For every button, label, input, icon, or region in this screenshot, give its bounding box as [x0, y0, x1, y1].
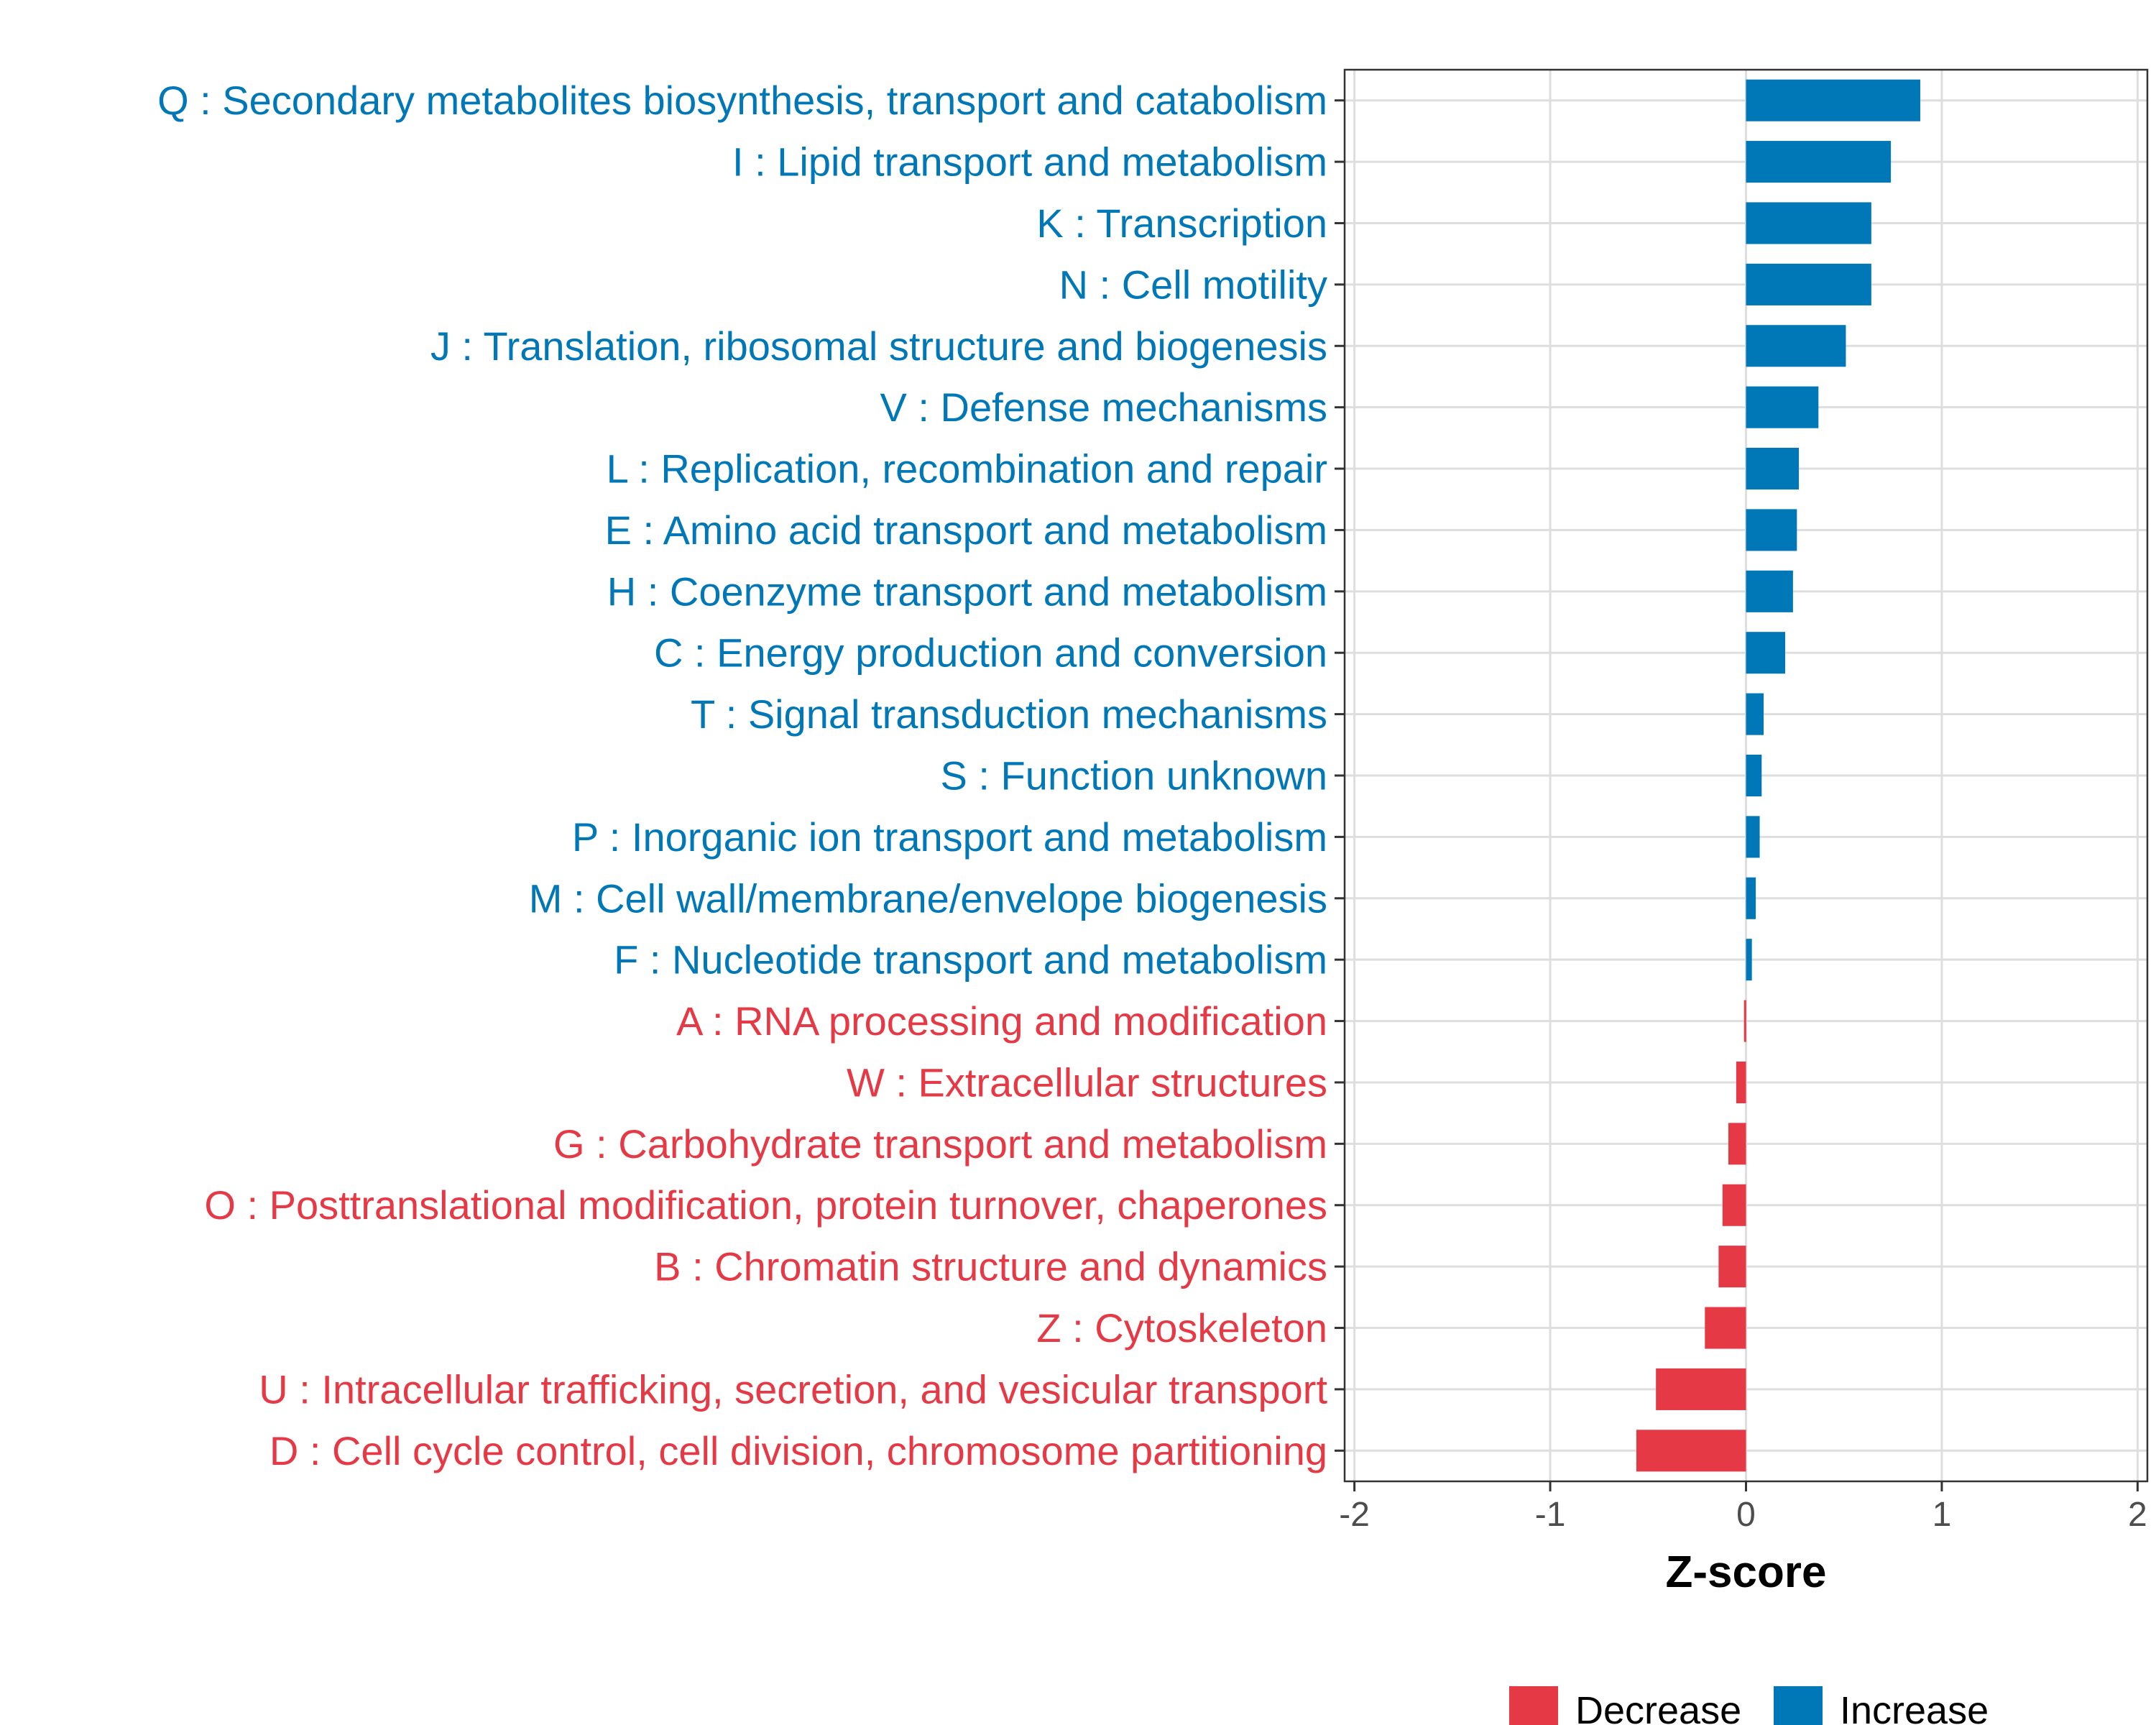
bar-increase: [1746, 141, 1892, 183]
category-label: W : Extracellular structures: [847, 1059, 1327, 1105]
bar-increase: [1746, 509, 1797, 551]
legend-label-decrease: Decrease: [1575, 1689, 1741, 1725]
category-label: S : Function unknown: [940, 753, 1327, 799]
legend-label-increase: Increase: [1840, 1689, 1989, 1725]
category-label: G : Carbohydrate transport and metabolis…: [553, 1121, 1327, 1167]
bar-increase: [1746, 816, 1760, 858]
x-axis: -2 -1 0 1 2: [1339, 1481, 2147, 1534]
legend-key-decrease: [1509, 1686, 1558, 1725]
x-tick-label: -1: [1535, 1496, 1566, 1534]
bar-decrease: [1656, 1368, 1746, 1410]
x-tick-label: 0: [1736, 1496, 1756, 1534]
bars: [1636, 79, 1920, 1472]
category-label: B : Chromatin structure and dynamics: [654, 1244, 1327, 1289]
category-label: M : Cell wall/membrane/envelope biogenes…: [529, 875, 1327, 921]
bar-increase: [1746, 386, 1819, 428]
category-label: L : Replication, recombination and repai…: [607, 446, 1327, 492]
y-axis-ticks: [1335, 99, 1345, 1452]
bar-increase: [1746, 325, 1846, 367]
category-label: P : Inorganic ion transport and metaboli…: [572, 814, 1327, 860]
bar-increase: [1746, 939, 1752, 981]
bar-increase: [1746, 263, 1871, 305]
category-label: F : Nucleotide transport and metabolism: [614, 937, 1327, 983]
bar-increase: [1746, 570, 1793, 612]
bar-decrease: [1728, 1123, 1746, 1165]
category-label: N : Cell motility: [1059, 262, 1327, 307]
category-label: A : RNA processing and modification: [676, 998, 1327, 1044]
bar-increase: [1746, 448, 1800, 490]
category-label: T : Signal transduction mechanisms: [691, 691, 1327, 737]
category-label: O : Posttranslational modification, prot…: [204, 1182, 1327, 1228]
bar-increase: [1746, 632, 1785, 674]
category-label: J : Translation, ribosomal structure and…: [430, 323, 1327, 369]
x-axis-title: Z-score: [1666, 1547, 1827, 1597]
y-axis-category-labels: Q : Secondary metabolites biosynthesis, …: [157, 78, 1327, 1473]
category-label: C : Energy production and conversion: [654, 630, 1327, 676]
x-tick-label: -2: [1339, 1496, 1370, 1534]
bar-decrease: [1705, 1307, 1746, 1349]
bar-decrease: [1718, 1246, 1746, 1288]
category-label: Q : Secondary metabolites biosynthesis, …: [157, 78, 1327, 123]
legend: Decrease Increase: [1509, 1686, 1989, 1725]
category-label: V : Defense mechanisms: [880, 385, 1327, 430]
bar-increase: [1746, 202, 1871, 244]
category-label: H : Coenzyme transport and metabolism: [607, 569, 1327, 614]
bar-decrease: [1722, 1184, 1746, 1226]
bar-increase: [1746, 79, 1920, 121]
category-label: I : Lipid transport and metabolism: [732, 139, 1327, 185]
bar-decrease: [1743, 1000, 1746, 1042]
category-label: K : Transcription: [1036, 201, 1327, 246]
category-label: U : Intracellular trafficking, secretion…: [259, 1366, 1327, 1412]
bar-increase: [1746, 693, 1764, 735]
bar-increase: [1746, 754, 1762, 797]
legend-key-increase: [1774, 1686, 1823, 1725]
x-tick-label: 1: [1932, 1496, 1952, 1534]
bar-increase: [1746, 877, 1756, 919]
bar-decrease: [1636, 1430, 1746, 1472]
x-tick-label: 2: [2128, 1496, 2147, 1534]
bar-decrease: [1736, 1061, 1746, 1103]
category-label: Z : Cytoskeleton: [1036, 1305, 1327, 1351]
category-label: E : Amino acid transport and metabolism: [605, 507, 1327, 553]
category-label: D : Cell cycle control, cell division, c…: [270, 1428, 1327, 1473]
